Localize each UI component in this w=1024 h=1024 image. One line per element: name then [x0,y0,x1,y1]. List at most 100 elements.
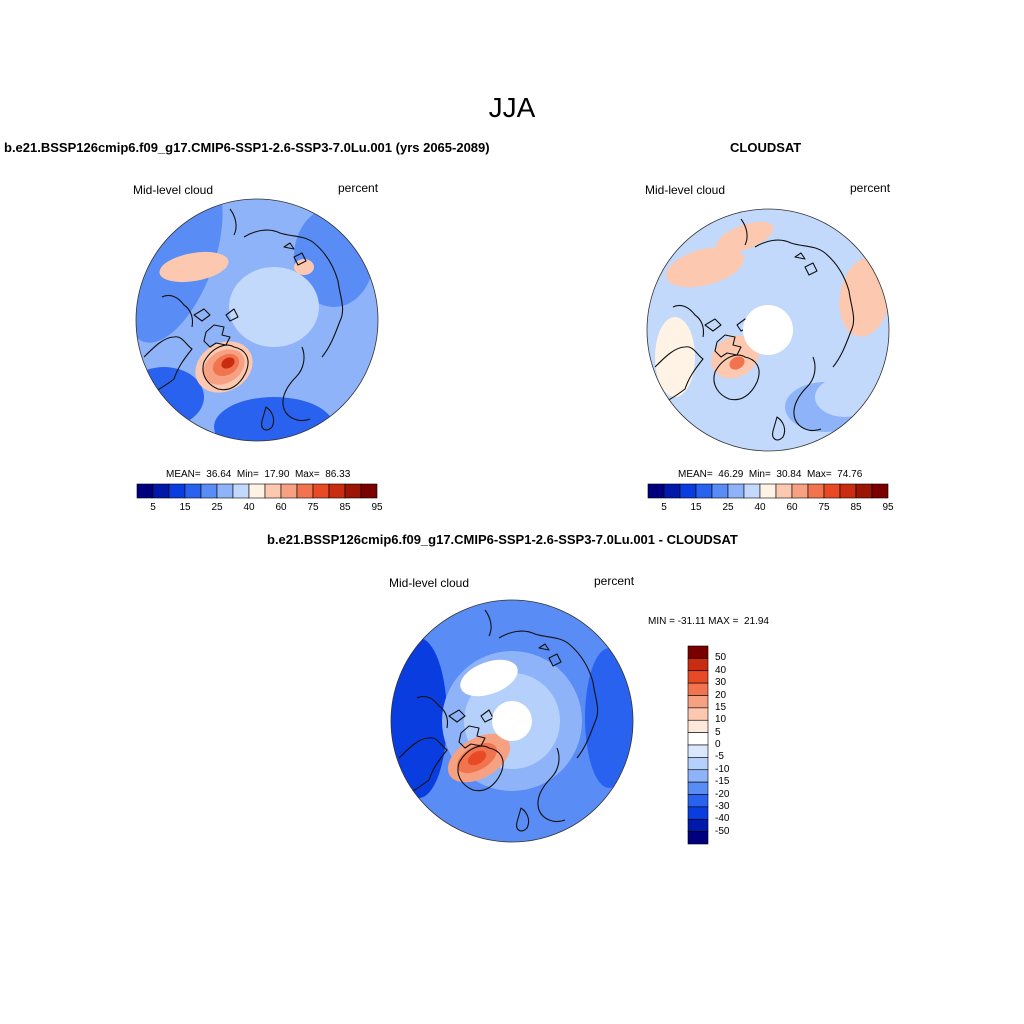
panel-1-colorbar-tick-label: 25 [211,502,223,513]
map-contour-region [229,267,319,347]
panel-3-colorbar-swatch [687,818,709,832]
panel-3-colorbar-swatch [687,670,709,684]
panel-1-colorbar-ticks: 5 15 25 40 60 75 85 95 [137,502,382,516]
map-contour-region [666,246,744,288]
panel-1-variable-label: Mid-level cloud [133,183,214,197]
panel-1-colorbar-swatch [264,483,282,499]
panel-3-colorbar-swatch [687,719,709,733]
archipelago-coastline [458,725,486,749]
panel-2-colorbar-swatch [855,483,873,499]
alaska-coastline [161,294,194,328]
map-boundary-circle [646,208,890,452]
uk-coastline [261,406,275,431]
panel-1-colorbar-swatch [168,483,186,499]
panel-1-colorbar-tick-label: 95 [371,502,383,513]
panel-3-colorbar-swatch [687,658,709,672]
panel-2-title: CLOUDSAT [730,140,802,155]
panel-1-colorbar-swatch [152,483,170,499]
east-siberia-coastline [740,218,748,246]
east-siberia-coastline [484,609,492,637]
north-america-coastline [654,346,704,408]
archipelago-islands-coastline [193,308,239,322]
map-contour-region [294,259,314,275]
panel-2-colorbar-swatch [647,483,665,499]
map-contour-region [815,377,875,417]
panel-3-stats: MIN = -31.11 MAX = 21.94 [648,616,769,627]
panel-2-colorbar-swatch [823,483,841,499]
map-contour-region [729,356,745,370]
panel-2-colorbar-tick-label: 85 [850,502,862,513]
panel-1-colorbar-tick-label: 60 [275,502,287,513]
panel-3-colorbar [687,645,709,845]
map-boundary-circle [135,198,379,442]
panel-2-colorbar-swatch [807,483,825,499]
panel-1-colorbar-swatch [184,483,202,499]
archipelago-coastline [203,324,231,348]
panel-3-colorbar-swatch [687,831,709,845]
panel-2-colorbar-tick-label: 40 [754,502,766,513]
panel-1-colorbar-tick-label: 15 [179,502,191,513]
panel-3-colorbar-tick-label: -30 [715,800,730,812]
figure-title: JJA [488,92,536,123]
panel-3-colorbar-swatch [687,682,709,696]
panel-2-colorbar-swatch [775,483,793,499]
panel-3-colorbar-tick-label: 50 [715,652,727,664]
map-contour-region [221,357,235,369]
panel-2-colorbar-swatch [711,483,729,499]
map-contour-region [585,648,633,788]
panel-1-colorbar-swatch [312,483,330,499]
arctic-islands-coastline [538,643,562,667]
east-siberia-coastline [229,208,237,236]
panel-3-colorbar-tick-label: 10 [715,714,727,726]
eurasia-coastline [243,229,344,358]
panel-2-colorbar-tick-label: 95 [882,502,894,513]
panel-2-colorbar-swatch [663,483,681,499]
panel-3-colorbar-swatch [687,781,709,795]
panel-1-colorbar-swatch [248,483,266,499]
panel-3-colorbar-tick-label: 40 [715,664,727,676]
panel-3-colorbar-tick-label: 15 [715,701,727,713]
alaska-coastline [416,695,449,729]
panel-3-colorbar-swatch [687,757,709,771]
panel-1-title: b.e21.BSSP126cmip6.f09_g17.CMIP6-SSP1-2.… [4,140,490,155]
panel-3-units-label: percent [594,574,635,588]
panel-3-colorbar-tick-label: 0 [715,739,721,750]
panel-1-colorbar [136,483,378,499]
panel-2-colorbar-tick-label: 60 [786,502,798,513]
panel-1-units-label: percent [338,181,379,195]
panel-2-colorbar [647,483,889,499]
panel-3-colorbar-tick-label: -40 [715,813,730,825]
panel-2-colorbar-swatch [791,483,809,499]
eurasia-coastline [498,630,599,759]
panel-3-colorbar-swatch [687,769,709,783]
panel-1-polar-map [135,198,379,442]
panel-1-colorbar-swatch [296,483,314,499]
north-america-coastline [398,737,448,799]
panel-3-colorbar-tick-label: -20 [715,788,730,800]
panel-2-colorbar-tick-label: 15 [690,502,702,513]
missing-data-polar-gap [492,701,532,741]
panel-2-colorbar-swatch [727,483,745,499]
north-america-coastline [143,336,193,398]
panel-2-variable-label: Mid-level cloud [645,183,726,197]
panel-2-stats: MEAN= 46.29 Min= 30.84 Max= 74.76 [678,469,863,480]
panel-1-colorbar-swatch [136,483,154,499]
scandinavia-coastline [282,346,311,422]
panel-2-colorbar-tick-label: 5 [661,502,667,513]
panel-1-stats: MEAN= 36.64 Min= 17.90 Max= 86.33 [166,469,351,480]
panel-2-colorbar-swatch [679,483,697,499]
panel-1-colorbar-swatch [344,483,362,499]
map-contour-region [655,317,695,397]
panel-1-colorbar-tick-label: 85 [339,502,351,513]
missing-data-polar-gap [743,305,793,355]
archipelago-coastline [714,334,742,358]
panel-2-colorbar-swatch [743,483,761,499]
panel-2-colorbar-swatch [759,483,777,499]
panel-2-units-label: percent [850,181,891,195]
panel-3-variable-label: Mid-level cloud [389,576,470,590]
panel-3-colorbar-swatch [687,645,709,659]
panel-2-colorbar-swatch [839,483,857,499]
panel-3-colorbar-tick-label: -50 [715,825,730,837]
panel-3-colorbar-tick-label: 30 [715,677,727,689]
panel-1-colorbar-swatch [216,483,234,499]
